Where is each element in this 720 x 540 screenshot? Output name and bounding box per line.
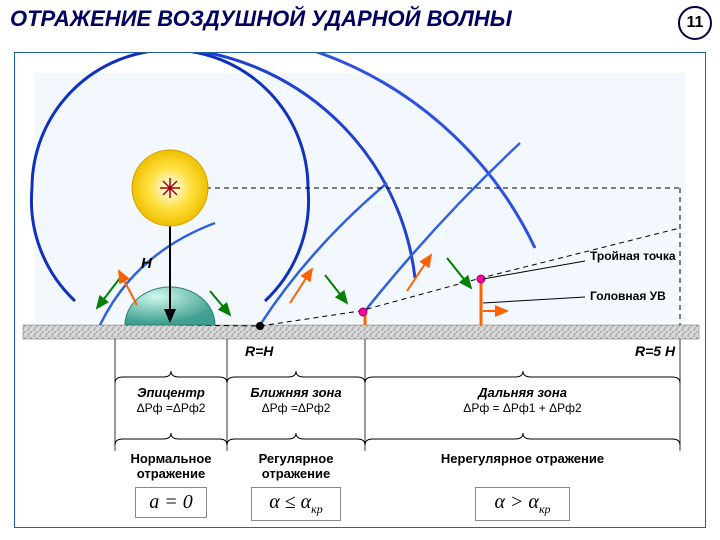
formula-a-gt: α > αкр <box>475 487 570 521</box>
formula-a-le: α ≤ αкр <box>251 487 341 521</box>
burst-icon <box>160 178 180 198</box>
formula-a-gt-sub: кр <box>539 502 551 516</box>
formula-a-le-sub: кр <box>311 502 323 516</box>
label-triple-point: Тройная точка <box>590 249 676 263</box>
label-near-zone: Ближняя зона ΔPф =ΔPф2 <box>227 385 365 415</box>
page-title: ОТРАЖЕНИЕ ВОЗДУШНОЙ УДАРНОЙ ВОЛНЫ <box>10 6 512 32</box>
label-R-H: R=H <box>245 343 273 359</box>
zone-braces-bottom <box>115 433 680 445</box>
label-irregular-refl: Нерегулярное отражение <box>365 451 680 466</box>
far-zone-title: Дальняя зона <box>478 385 567 400</box>
formula-a-zero: a = 0 <box>135 487 207 518</box>
near-zone-formula: ΔPф =ΔPф2 <box>262 401 331 415</box>
label-normal-refl: Нормальное отражение <box>115 451 227 481</box>
ground-strip <box>23 325 699 339</box>
epicenter-title: Эпицентр <box>137 385 205 400</box>
label-regular-refl: Регулярное отражение <box>227 451 365 481</box>
label-epicenter: Эпицентр ΔPф =ΔPф2 <box>115 385 227 415</box>
triple-point-text: Тройная точка <box>590 249 676 263</box>
label-far-zone: Дальняя зона ΔPф = ΔPф1 + ΔPф2 <box>365 385 680 415</box>
label-R-5H: R=5 H <box>635 343 675 359</box>
far-zone-formula: ΔPф = ΔPф1 + ΔPф2 <box>463 401 581 415</box>
formula-a-gt-main: α > α <box>494 491 539 513</box>
page-number-badge: 11 <box>678 6 712 40</box>
formula-a-le-main: α ≤ α <box>269 491 311 513</box>
diagram-frame: Н R=H R=5 H Тройная точка Головная УВ Эп… <box>14 52 706 528</box>
label-head-wave: Головная УВ <box>590 289 666 303</box>
zone-braces-top <box>115 371 680 383</box>
label-H: Н <box>141 255 152 272</box>
near-zone-title: Ближняя зона <box>250 385 341 400</box>
sky-bg <box>35 73 685 323</box>
epicenter-formula: ΔPф =ΔPф2 <box>137 401 206 415</box>
